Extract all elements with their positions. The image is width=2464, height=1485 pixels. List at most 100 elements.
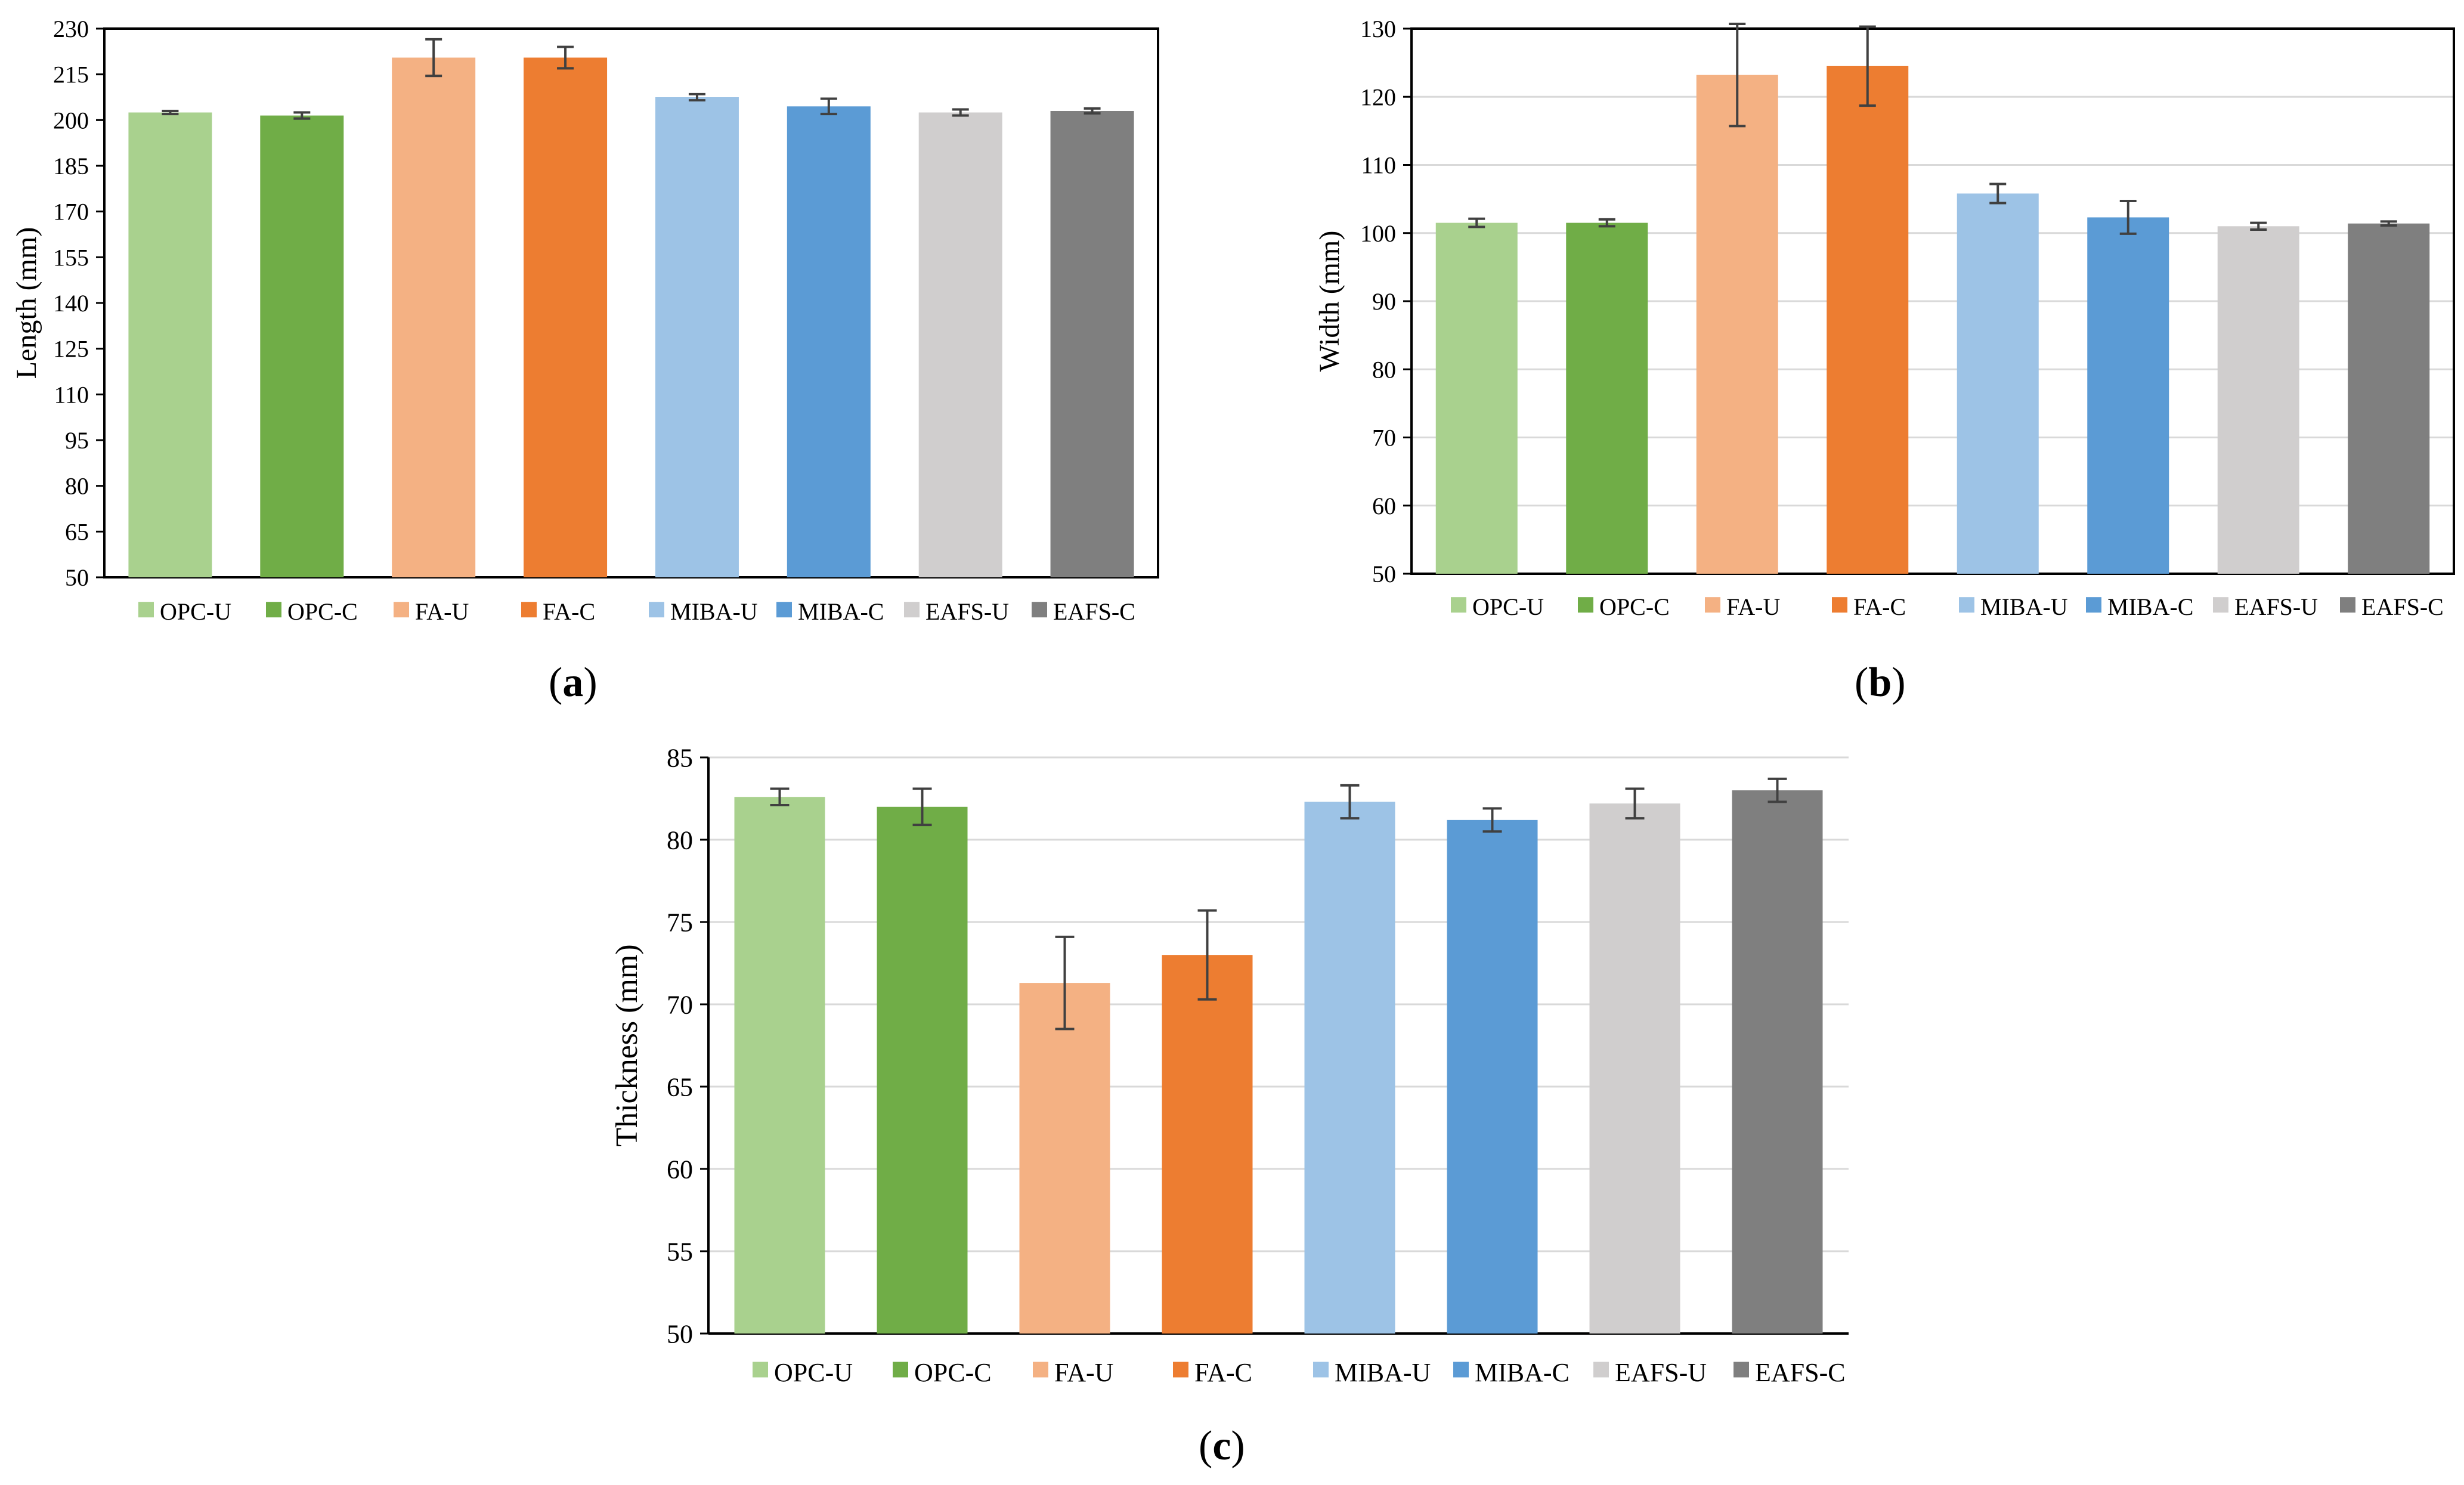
y-axis-label: Width (mm) — [1314, 231, 1345, 372]
caption-a: (a) — [549, 659, 598, 707]
legend-label: EAFS-C — [1755, 1358, 1846, 1387]
legend-label: OPC-C — [914, 1358, 992, 1387]
legend-swatch-FA-C — [1832, 597, 1847, 613]
y-tick-label: 100 — [1360, 220, 1396, 247]
y-tick-label: 130 — [1360, 16, 1396, 42]
caption-a-letter: a — [562, 660, 584, 706]
caption-b-close: ) — [1892, 660, 1906, 706]
caption-c-letter: c — [1212, 1423, 1231, 1469]
legend-label: OPC-C — [1599, 593, 1670, 620]
legend-label: EAFS-C — [1053, 598, 1135, 625]
y-tick-label: 140 — [53, 290, 89, 317]
legend-swatch-EAFS-U — [904, 602, 920, 618]
y-tick-label: 80 — [1372, 356, 1396, 383]
caption-a-close: ) — [583, 660, 598, 706]
bar-EAFS-U — [1589, 803, 1680, 1334]
bar-MIBA-U — [655, 97, 739, 577]
caption-a-open: ( — [549, 660, 563, 706]
caption-c-open: ( — [1199, 1423, 1213, 1469]
y-tick-label: 75 — [667, 908, 693, 937]
y-axis-label: Length (mm) — [11, 227, 42, 379]
legend-label: OPC-U — [1472, 593, 1544, 620]
legend-swatch-OPC-U — [1451, 597, 1466, 613]
bar-OPC-C — [877, 806, 968, 1334]
bar-OPC-U — [1435, 222, 1518, 574]
legend-swatch-EAFS-C — [2340, 597, 2355, 613]
y-tick-label: 55 — [667, 1237, 693, 1266]
y-tick-label: 65 — [65, 518, 89, 545]
legend-swatch-EAFS-C — [1734, 1362, 1749, 1378]
y-tick-label: 215 — [53, 61, 89, 88]
legend-swatch-FA-C — [1173, 1362, 1188, 1378]
legend-swatch-OPC-U — [753, 1362, 768, 1378]
bar-OPC-U — [734, 797, 825, 1334]
y-tick-label: 170 — [53, 199, 89, 225]
legend-label: OPC-C — [287, 598, 358, 625]
chart-c: 50 55 60 65 70 75 80 85 Thickness (mm) OPC-U OPC-C… — [610, 743, 1849, 1387]
y-tick-label: 70 — [1372, 425, 1396, 451]
y-tick-label: 125 — [53, 336, 89, 363]
bar-EAFS-C — [1050, 111, 1134, 577]
legend-swatch-FA-U — [1705, 597, 1720, 613]
bar-EAFS-U — [2217, 226, 2299, 574]
bar-FA-C — [1827, 66, 1909, 574]
legend-label: FA-C — [543, 598, 595, 625]
y-tick-label: 50 — [667, 1319, 693, 1348]
legend-label: FA-U — [1054, 1358, 1113, 1387]
caption-c: (c) — [1199, 1422, 1245, 1470]
legend-label: FA-U — [1726, 593, 1780, 620]
bar-FA-C — [1162, 955, 1253, 1334]
y-tick-label: 90 — [1372, 288, 1396, 315]
bar-FA-U — [392, 57, 476, 578]
legend-label: MIBA-U — [670, 598, 758, 625]
y-tick-label: 50 — [65, 564, 89, 591]
caption-b-open: ( — [1855, 660, 1869, 706]
bar-MIBA-U — [1957, 193, 2039, 574]
legend-label: EAFS-C — [2361, 593, 2444, 620]
y-tick-label: 185 — [53, 153, 89, 180]
caption-b: (b) — [1855, 659, 1906, 707]
y-tick-label: 110 — [1361, 152, 1396, 179]
legend-swatch-MIBA-U — [1959, 597, 1974, 613]
caption-b-letter: b — [1868, 660, 1892, 706]
legend-label: OPC-U — [160, 598, 231, 625]
y-tick-label: 85 — [667, 743, 693, 772]
y-axis-label: Thickness (mm) — [610, 944, 644, 1146]
legend-swatch-EAFS-U — [2213, 597, 2228, 613]
legend-label: EAFS-U — [1615, 1358, 1707, 1387]
y-tick-label: 70 — [667, 990, 693, 1019]
bar-OPC-U — [128, 112, 212, 578]
legend-swatch-MIBA-U — [649, 602, 664, 618]
bar-OPC-C — [1566, 222, 1648, 574]
bar-EAFS-C — [1732, 790, 1823, 1334]
y-tick-label: 155 — [53, 244, 89, 271]
legend-label: MIBA-C — [2107, 593, 2193, 620]
legend-swatch-OPC-C — [893, 1362, 908, 1378]
legend-swatch-EAFS-U — [1593, 1362, 1609, 1378]
legend-label: EAFS-U — [925, 598, 1009, 625]
bar-OPC-C — [260, 115, 344, 577]
legend-swatch-MIBA-C — [776, 602, 792, 618]
legend-label: MIBA-U — [1980, 593, 2068, 620]
y-tick-label: 110 — [54, 381, 89, 408]
legend-swatch-OPC-U — [138, 602, 154, 618]
legend-swatch-MIBA-U — [1313, 1362, 1329, 1378]
legend-swatch-MIBA-C — [1453, 1362, 1469, 1378]
legend-swatch-EAFS-C — [1032, 602, 1047, 618]
bar-FA-U — [1019, 983, 1110, 1334]
bar-MIBA-C — [1447, 819, 1538, 1334]
legend-label: MIBA-C — [1475, 1358, 1570, 1387]
legend-label: MIBA-C — [798, 598, 884, 625]
legend-swatch-OPC-C — [266, 602, 281, 618]
legend-label: FA-C — [1853, 593, 1906, 620]
y-tick-label: 60 — [1372, 493, 1396, 519]
bar-MIBA-C — [787, 106, 871, 578]
legend-label: FA-C — [1194, 1358, 1252, 1387]
y-tick-label: 80 — [65, 473, 89, 500]
bar-FA-U — [1696, 75, 1778, 574]
bar-EAFS-U — [918, 112, 1002, 578]
y-tick-label: 230 — [53, 16, 89, 42]
legend-label: FA-U — [415, 598, 469, 625]
